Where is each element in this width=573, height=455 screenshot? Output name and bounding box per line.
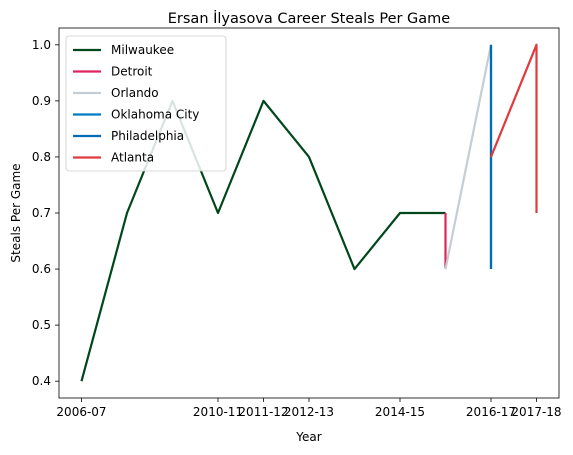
- legend-frame: [65, 35, 227, 172]
- y-tick-label: 0.4: [32, 374, 51, 388]
- x-tick-label: 2014-15: [375, 405, 425, 419]
- legend-label: Detroit: [111, 65, 153, 79]
- series-line-atlanta: [489, 43, 538, 213]
- x-tick-label: 2012-13: [284, 405, 334, 419]
- y-tick-label: 0.8: [32, 150, 51, 164]
- y-tick-label: 1.0: [32, 38, 51, 52]
- legend-label: Oklahoma City: [111, 108, 199, 122]
- legend-label: Orlando: [111, 86, 159, 100]
- y-tick-label: 0.5: [32, 318, 51, 332]
- y-tick-label: 0.7: [32, 206, 51, 220]
- y-tick-label: 0.9: [32, 94, 51, 108]
- chart-title: Ersan İlyasova Career Steals Per Game: [168, 9, 451, 27]
- legend-label: Milwaukee: [111, 43, 174, 57]
- y-tick-label: 0.6: [32, 262, 51, 276]
- x-tick-label: 2010-11: [193, 405, 243, 419]
- series-line-orlando: [444, 44, 493, 270]
- legend: Milwaukee Detroit Orlando Oklahoma City Phil…: [65, 35, 227, 172]
- x-tick-label: 2011-12: [238, 405, 288, 419]
- y-axis-title: Steals Per Game: [9, 163, 23, 262]
- legend-label: Philadelphia: [111, 129, 184, 143]
- legend-label: Atlanta: [111, 151, 154, 165]
- x-tick-label: 2017-18: [511, 405, 561, 419]
- x-tick-label: 2016-17: [466, 405, 516, 419]
- x-tick-label: 2006-07: [56, 405, 106, 419]
- x-axis-title: Year: [295, 430, 321, 444]
- series-line-milwaukee: [80, 99, 446, 382]
